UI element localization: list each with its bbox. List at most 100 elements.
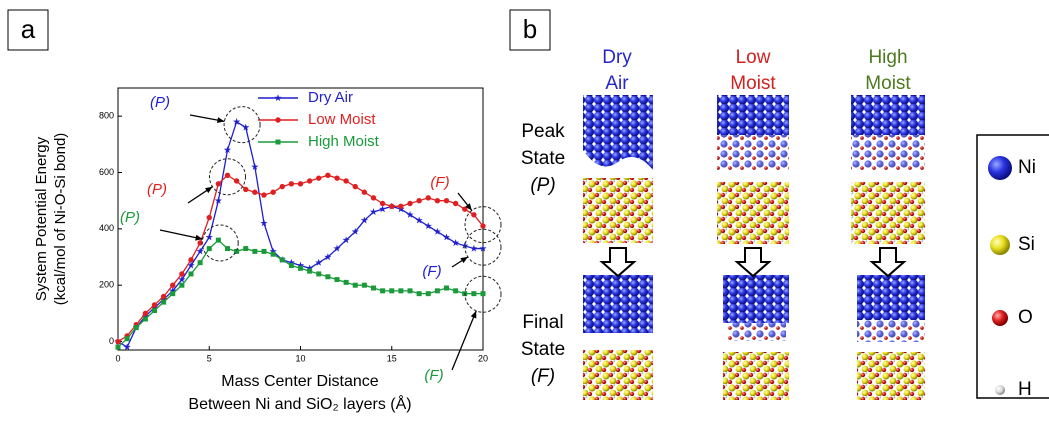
atom-swatch: [990, 235, 1010, 255]
legend-label: High Moist: [308, 133, 380, 150]
marker: [253, 190, 257, 194]
column-header: Moist: [730, 73, 776, 94]
marker: [335, 176, 339, 180]
marker: [362, 283, 366, 287]
legend-marker: [275, 95, 281, 101]
marker: [244, 187, 248, 191]
panel-label: b: [523, 14, 537, 44]
atom-label: O: [1018, 307, 1033, 328]
marker: [153, 309, 157, 313]
marker: [372, 286, 376, 290]
marker: [206, 234, 212, 240]
row-label: State: [521, 148, 565, 169]
annotation-arrowhead: [217, 117, 224, 123]
annotation-label: (P): [150, 94, 170, 111]
x-tick-label: 10: [295, 353, 305, 363]
marker: [390, 289, 394, 293]
plot-frame: [118, 88, 483, 350]
marker: [317, 176, 321, 180]
row-label: (P): [530, 175, 555, 196]
atom-label: Si: [1018, 234, 1035, 255]
marker: [362, 190, 366, 194]
marker: [125, 337, 129, 341]
marker: [453, 201, 457, 205]
marker: [399, 204, 403, 208]
marker: [408, 201, 412, 205]
column-header: Dry: [602, 47, 632, 68]
atom-swatch: [995, 385, 1005, 395]
x-tick-label: 20: [478, 353, 488, 363]
legend-label: Dry Air: [308, 89, 353, 106]
column-header: High: [868, 47, 907, 68]
marker: [262, 249, 266, 253]
marker: [353, 184, 357, 188]
marker: [207, 215, 211, 219]
annotation-label: (P): [120, 209, 140, 226]
marker: [307, 179, 311, 183]
marker: [472, 213, 476, 217]
marker: [280, 258, 284, 262]
y-tick-label: 800: [99, 111, 114, 121]
y-tick-label: 400: [99, 223, 114, 233]
x-tick-label: 5: [207, 353, 212, 363]
marker: [481, 292, 485, 296]
marker: [435, 289, 439, 293]
marker: [271, 190, 275, 194]
marker: [326, 275, 330, 279]
annotation-circle: [202, 225, 238, 261]
atom-swatch: [992, 310, 1008, 326]
marker: [408, 289, 412, 293]
x-axis-label: Between Ni and SiO₂ layers (Å): [188, 394, 411, 413]
marker: [143, 311, 147, 315]
atom-legend-box: [977, 135, 1049, 398]
row-label: Peak: [521, 121, 565, 142]
legend-marker: [276, 140, 280, 144]
marker: [289, 182, 293, 186]
y-tick-label: 600: [99, 167, 114, 177]
annotation-arrowhead: [460, 257, 468, 263]
marker: [344, 280, 348, 284]
y-tick-label: 200: [99, 280, 114, 290]
marker: [162, 300, 166, 304]
marker: [471, 245, 477, 251]
marker: [198, 261, 202, 265]
marker: [399, 289, 403, 293]
marker: [472, 292, 476, 296]
x-tick-label: 15: [387, 353, 397, 363]
marker: [289, 263, 293, 267]
marker: [171, 292, 175, 296]
marker: [171, 283, 175, 287]
marker: [317, 272, 321, 276]
marker: [152, 303, 156, 307]
marker: [143, 317, 147, 321]
legend-marker: [276, 118, 280, 122]
atom-swatch: [988, 156, 1012, 180]
column-header: Air: [605, 73, 629, 94]
marker: [417, 198, 421, 202]
marker: [189, 272, 193, 276]
figure: a b 051015200200400600800System Potentia…: [0, 0, 1049, 443]
marker: [271, 252, 275, 256]
marker: [308, 269, 312, 273]
annotation-arrowhead: [205, 187, 212, 193]
marker: [426, 196, 430, 200]
x-tick-label: 0: [115, 353, 120, 363]
marker: [390, 204, 394, 208]
y-axis-label: (kcal/mol of Ni-O-Si bond): [52, 133, 69, 306]
marker: [262, 193, 266, 197]
row-label: State: [521, 339, 565, 360]
column-header: Low: [736, 47, 771, 68]
marker: [335, 278, 339, 282]
marker: [161, 294, 165, 298]
marker: [226, 247, 230, 251]
marker: [207, 247, 211, 251]
marker: [234, 179, 238, 183]
marker: [452, 240, 458, 246]
atom-label: H: [1018, 379, 1032, 400]
row-label: Final: [522, 312, 563, 333]
annotation-label: (F): [424, 367, 443, 384]
marker: [124, 344, 130, 350]
atom-label: Ni: [1018, 157, 1036, 178]
marker: [380, 201, 384, 205]
marker: [426, 292, 430, 296]
